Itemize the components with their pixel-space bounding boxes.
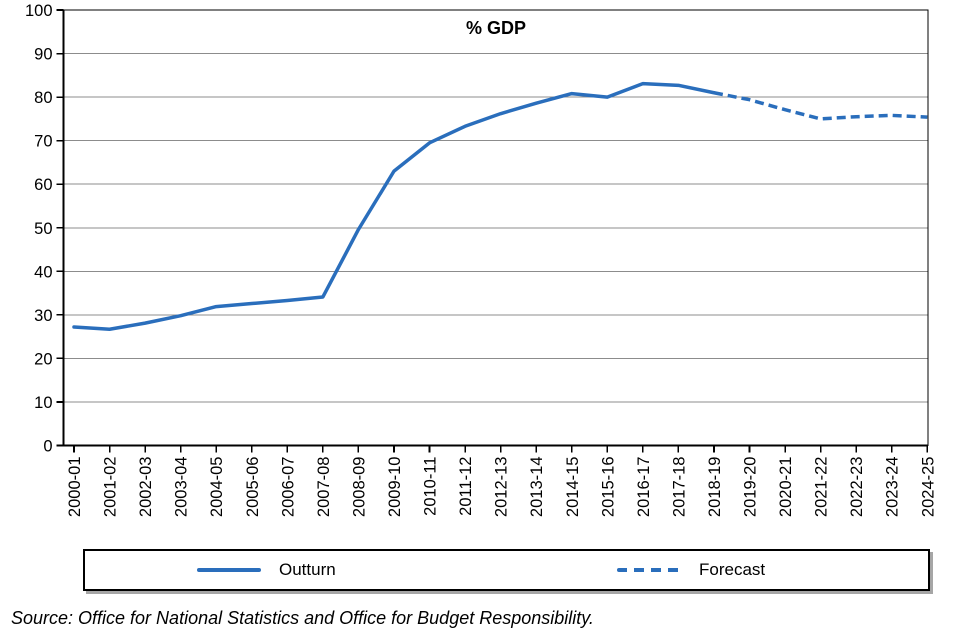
legend-label-forecast: Forecast bbox=[699, 560, 766, 579]
x-axis-label: 2017-18 bbox=[670, 457, 688, 518]
x-axis-label: 2013-14 bbox=[528, 457, 546, 518]
source-note: Source: Office for National Statistics a… bbox=[11, 608, 594, 628]
legend-label-outturn: Outturn bbox=[279, 560, 336, 579]
chart-plot-area: 0 10 20 30 40 50 60 70 80 90 100 2000-01 2001-02 2002… bbox=[25, 2, 937, 518]
x-axis-label: 2012-13 bbox=[493, 457, 511, 518]
x-axis-label: 2007-08 bbox=[315, 457, 333, 518]
x-axis-label: 2020-21 bbox=[777, 457, 795, 518]
outturn-line-sample bbox=[197, 567, 261, 573]
x-axis-label: 2024-25 bbox=[919, 457, 937, 518]
y-axis-label: 60 bbox=[34, 176, 52, 194]
y-axis-label: 10 bbox=[34, 394, 52, 412]
y-axis-label: 0 bbox=[43, 438, 52, 456]
y-axis-label: 40 bbox=[34, 263, 52, 281]
y-axis-label: 90 bbox=[34, 46, 52, 64]
x-axis-label: 2023-24 bbox=[884, 457, 902, 518]
x-axis-label: 2006-07 bbox=[279, 457, 297, 518]
x-axis-label: 2002-03 bbox=[137, 457, 155, 518]
y-axis-label: 80 bbox=[34, 89, 52, 107]
outturn-line bbox=[72, 81, 716, 331]
x-axis-label: 2018-19 bbox=[706, 457, 724, 518]
forecast-line bbox=[713, 91, 928, 121]
x-axis-label: 2003-04 bbox=[173, 457, 191, 518]
y-axis-label: 70 bbox=[34, 133, 52, 151]
x-axis-label: 2000-01 bbox=[66, 457, 84, 518]
x-axis-label: 2022-23 bbox=[848, 457, 866, 518]
chart-title: % GDP bbox=[465, 18, 526, 38]
y-axis-label: 20 bbox=[34, 350, 52, 368]
x-axis-label: 2011-12 bbox=[457, 457, 475, 516]
x-axis-label: 2004-05 bbox=[208, 457, 226, 518]
y-axis-label: 100 bbox=[25, 2, 53, 20]
x-axis-label: 2005-06 bbox=[244, 457, 262, 518]
x-axis-label: 2019-20 bbox=[742, 457, 760, 518]
x-axis-label: 2016-17 bbox=[635, 457, 653, 518]
x-axis-label: 2014-15 bbox=[564, 457, 582, 518]
chart-legend: Outturn Forecast bbox=[83, 549, 930, 591]
x-axis-label: 2009-10 bbox=[386, 457, 404, 518]
x-axis-label: 2015-16 bbox=[599, 457, 617, 518]
gdp-debt-chart: 0 10 20 30 40 50 60 70 80 90 100 2000-01 2001-02 2002… bbox=[25, 2, 937, 518]
forecast-line-sample bbox=[617, 567, 681, 573]
x-axis-label: 2008-09 bbox=[350, 457, 368, 518]
x-axis-label: 2010-11 bbox=[422, 457, 440, 516]
x-axis-label: 2021-22 bbox=[813, 457, 831, 518]
legend-item-outturn: Outturn bbox=[197, 551, 336, 589]
y-axis-label: 30 bbox=[34, 307, 52, 325]
x-axis-label: 2001-02 bbox=[102, 457, 120, 518]
legend-item-forecast: Forecast bbox=[617, 551, 765, 589]
y-axis-label: 50 bbox=[34, 220, 52, 238]
